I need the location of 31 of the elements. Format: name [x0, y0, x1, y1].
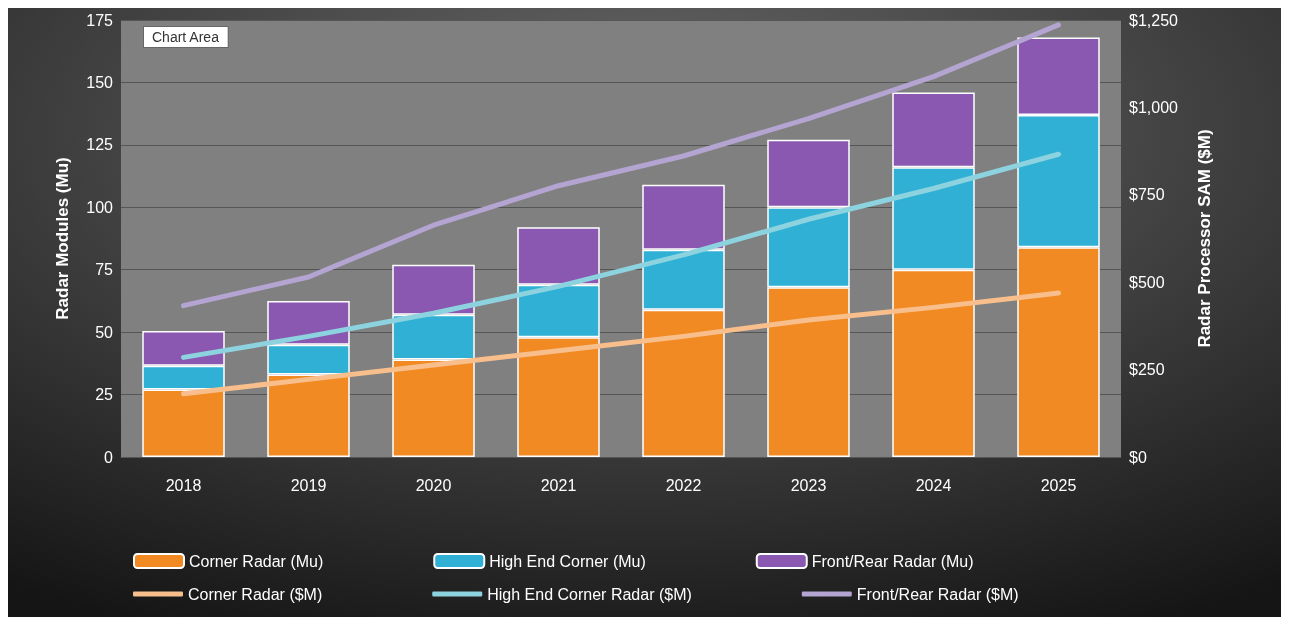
y-tick-label: 125 [86, 136, 114, 154]
x-tick-label: 2021 [540, 476, 577, 494]
x-tick-label: 2025 [1040, 476, 1077, 494]
legend-label: High End Corner (Mu) [489, 552, 646, 570]
y2-tick-label: $500 [1129, 273, 1165, 291]
x-tick-label: 2024 [915, 476, 952, 494]
legend-label: Corner Radar ($M) [188, 585, 323, 603]
legend-label: Front/Rear Radar ($M) [856, 585, 1019, 603]
y-tick-label: 0 [104, 448, 114, 466]
x-tick-label: 2019 [290, 476, 327, 494]
x-tick-label: 2020 [415, 476, 452, 494]
annotation: Chart Area [152, 29, 220, 45]
legend-label: Front/Rear Radar (Mu) [811, 552, 974, 570]
legend-label: High End Corner Radar ($M) [487, 585, 692, 603]
y-tick-label: 100 [86, 198, 114, 216]
x-tick-label: 2018 [165, 476, 202, 494]
y-tick-label: 50 [95, 323, 114, 341]
y-tick-label: 25 [95, 386, 114, 404]
y2-tick-label: $250 [1129, 361, 1165, 379]
y2-tick-label: $1,250 [1129, 11, 1179, 29]
y2-axis-title: Radar Processor SAM ($M) [1195, 129, 1214, 348]
x-tick-label: 2022 [665, 476, 702, 494]
y-tick-label: 75 [95, 261, 114, 279]
x-tick-label: 2023 [790, 476, 827, 494]
y-tick-label: 150 [86, 73, 114, 91]
legend-label: Corner Radar (Mu) [189, 552, 324, 570]
y-tick-label: 175 [86, 11, 114, 29]
y2-tick-label: $0 [1129, 448, 1147, 466]
y-axis-title: Radar Modules (Mu) [53, 157, 72, 320]
y2-tick-label: $1,000 [1129, 98, 1179, 116]
y2-tick-label: $750 [1129, 186, 1165, 204]
